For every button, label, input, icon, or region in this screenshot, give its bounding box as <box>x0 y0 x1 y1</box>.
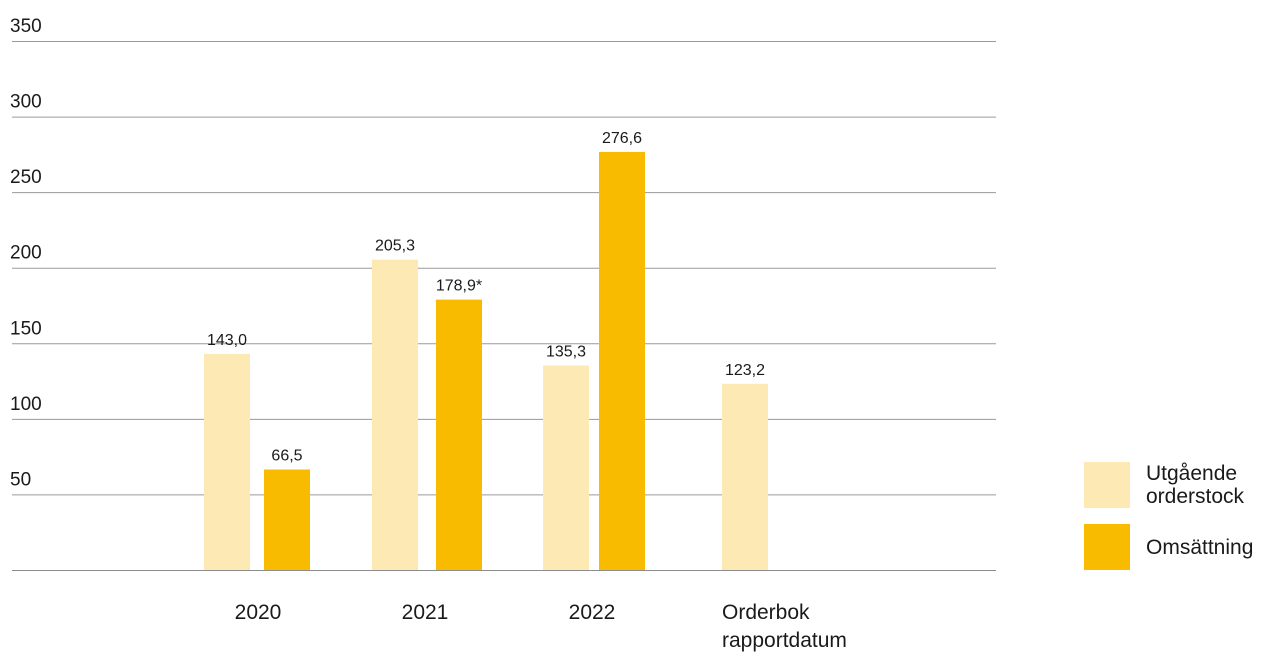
category-label-1: 2021 <box>402 601 449 624</box>
y-tick-label-250: 250 <box>10 167 42 188</box>
bars <box>204 151 768 571</box>
legend-swatch-omsattning <box>1084 524 1130 570</box>
legend-item-omsattning: Omsättning <box>1084 524 1277 570</box>
data-label-utg-ende-orderstock-3: 123,2 <box>725 362 765 379</box>
data-label-utg-ende-orderstock-1: 205,3 <box>375 238 415 255</box>
bar-oms-ttning-1 <box>436 299 482 570</box>
bar-oms-ttning-2 <box>599 151 645 571</box>
y-tick-label-100: 100 <box>10 394 42 415</box>
legend-swatch-utgaende-orderstock <box>1084 462 1130 508</box>
y-tick-label-50: 50 <box>10 469 31 490</box>
y-tick-label-150: 150 <box>10 318 42 339</box>
legend-label-utgaende-orderstock: Utgående orderstock <box>1146 462 1245 508</box>
y-tick-label-350: 350 <box>10 16 42 37</box>
legend: Utgående orderstock Omsättning <box>1084 462 1277 586</box>
bar-utg-ende-orderstock-1 <box>372 259 418 570</box>
category-label-line: 2021 <box>402 601 449 624</box>
category-label-line: 2020 <box>235 601 282 624</box>
data-label-utg-ende-orderstock-0: 143,0 <box>207 332 247 349</box>
category-label-3: Orderbok rapportdatum <box>722 601 847 652</box>
legend-label-omsattning: Omsättning <box>1146 535 1254 559</box>
y-tick-label-300: 300 <box>10 92 42 113</box>
bar-utg-ende-orderstock-3 <box>722 383 768 570</box>
category-label-line: 2022 <box>569 601 616 624</box>
y-axis-ticks: 50 100 150 200 250 300 350 <box>10 16 42 490</box>
legend-item-utgaende-orderstock: Utgående orderstock <box>1084 462 1277 508</box>
bar-utg-ende-orderstock-2 <box>543 365 589 570</box>
bar-utg-ende-orderstock-0 <box>204 353 250 570</box>
category-label-line: Orderbok <box>722 601 810 624</box>
data-label-oms-ttning-1: 178,9* <box>436 278 482 295</box>
gridlines <box>12 41 996 571</box>
x-axis-categories: 2020 2021 2022 Orderbok rapportdatum <box>235 601 847 652</box>
category-label-0: 2020 <box>235 601 282 624</box>
category-label-line: rapportdatum <box>722 629 847 652</box>
data-label-utg-ende-orderstock-2: 135,3 <box>546 344 586 361</box>
category-label-2: 2022 <box>569 601 616 624</box>
y-tick-label-200: 200 <box>10 243 42 264</box>
bar-chart: 50 100 150 200 250 300 350 143,0 205,3 135,3 123,… <box>10 16 996 652</box>
data-label-oms-ttning-0: 66,5 <box>271 447 302 464</box>
data-label-oms-ttning-2: 276,6 <box>602 130 642 147</box>
data-labels: 143,0 205,3 135,3 123,2 66,5 178,9* 276,6 <box>207 130 765 465</box>
bar-oms-ttning-0 <box>264 469 310 570</box>
